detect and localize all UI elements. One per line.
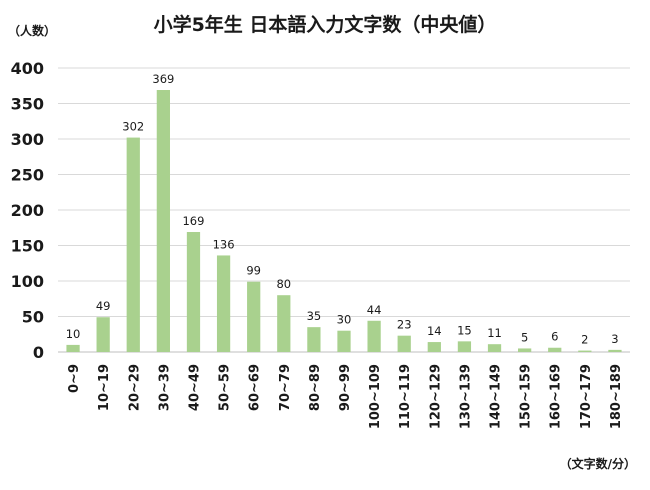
data-label: 6 (551, 330, 558, 344)
data-label: 23 (397, 318, 412, 332)
x-tick-label: 50~59 (218, 364, 233, 411)
bar (96, 317, 110, 352)
data-label: 369 (152, 72, 174, 86)
data-label: 80 (276, 277, 291, 291)
bar (216, 255, 231, 352)
x-tick-label: 20~29 (127, 364, 142, 411)
data-label: 5 (521, 330, 528, 344)
x-axis-label: （文字数/分） (559, 457, 636, 471)
x-tick-label: 100~109 (368, 364, 383, 429)
data-label: 15 (457, 323, 472, 337)
bar (578, 350, 592, 352)
x-tick-label: 70~79 (278, 364, 293, 411)
y-tick-label: 0 (33, 343, 44, 362)
x-tick-label: 120~129 (428, 364, 443, 429)
bar (186, 232, 201, 352)
x-tick-label: 60~69 (248, 364, 263, 411)
bar (247, 281, 261, 352)
data-label: 3 (611, 332, 618, 346)
data-label: 302 (122, 120, 144, 134)
data-label: 14 (427, 324, 442, 338)
data-label: 2 (581, 333, 588, 347)
y-tick-label: 200 (11, 201, 44, 220)
y-tick-label: 400 (11, 59, 44, 78)
data-label: 136 (213, 237, 235, 251)
x-tick-label: 150~159 (519, 364, 534, 429)
data-label: 35 (307, 309, 322, 323)
chart-title: 小学5年生 日本語入力文字数（中央値） (153, 14, 497, 36)
bar (427, 342, 441, 352)
x-tick-label: 0~9 (67, 364, 82, 393)
bar (66, 344, 80, 352)
y-tick-label: 150 (11, 237, 44, 256)
bar (608, 349, 622, 352)
y-tick-label: 250 (11, 166, 44, 185)
x-tick-label: 110~119 (398, 364, 413, 429)
x-tick-label: 90~99 (338, 364, 353, 411)
data-label: 169 (182, 214, 204, 228)
x-tick-label: 80~89 (308, 364, 323, 411)
data-label: 30 (337, 313, 352, 327)
y-tick-label: 50 (22, 308, 44, 327)
x-tick-label: 130~139 (458, 364, 473, 429)
bar (307, 327, 321, 352)
bar (367, 320, 381, 352)
data-label: 44 (367, 303, 382, 317)
x-tick-label: 10~19 (97, 364, 112, 411)
y-tick-label: 100 (11, 272, 44, 291)
x-tick-label: 140~149 (489, 364, 504, 429)
data-label: 49 (96, 299, 111, 313)
bar (156, 90, 170, 352)
bar (126, 137, 140, 352)
data-label: 11 (487, 326, 502, 340)
bar (487, 344, 502, 352)
bar (518, 348, 532, 352)
x-tick-label: 170~179 (579, 364, 594, 429)
bar (548, 347, 562, 352)
bar (397, 335, 411, 352)
x-tick-label: 180~189 (609, 364, 624, 429)
data-label: 10 (66, 327, 81, 341)
y-tick-label: 300 (11, 130, 44, 149)
x-tick-label: 40~49 (187, 364, 202, 411)
y-axis-label: （人数） (8, 24, 57, 38)
data-label: 99 (246, 264, 261, 278)
x-tick-label: 30~39 (157, 364, 172, 411)
bar (457, 341, 472, 352)
bar (277, 295, 291, 352)
x-tick-label: 160~169 (549, 364, 564, 429)
bar (337, 330, 351, 352)
y-tick-label: 350 (11, 95, 44, 114)
